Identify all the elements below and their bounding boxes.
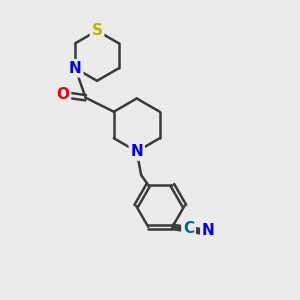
Text: N: N — [202, 223, 215, 238]
Text: N: N — [130, 144, 143, 159]
Text: O: O — [56, 87, 70, 102]
Text: N: N — [69, 61, 82, 76]
Text: C: C — [183, 221, 194, 236]
Text: S: S — [92, 23, 103, 38]
